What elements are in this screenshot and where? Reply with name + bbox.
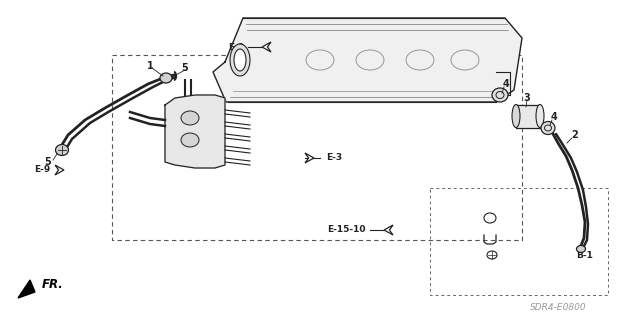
Text: E-3: E-3 (326, 153, 342, 162)
Ellipse shape (492, 88, 508, 102)
Ellipse shape (541, 122, 555, 135)
Ellipse shape (181, 111, 199, 125)
Text: 3: 3 (524, 93, 531, 103)
Ellipse shape (56, 145, 68, 155)
Text: 1: 1 (147, 61, 154, 71)
Polygon shape (305, 153, 314, 163)
Ellipse shape (181, 133, 199, 147)
Ellipse shape (230, 44, 250, 76)
Ellipse shape (536, 105, 544, 128)
Polygon shape (165, 95, 225, 168)
Polygon shape (213, 18, 522, 102)
Text: 5: 5 (45, 157, 51, 167)
Ellipse shape (160, 73, 172, 83)
Polygon shape (262, 42, 271, 52)
Text: SDR4-E0800: SDR4-E0800 (530, 303, 587, 313)
Polygon shape (55, 165, 64, 175)
Text: 2: 2 (572, 130, 579, 140)
Text: 4: 4 (550, 112, 557, 122)
Text: B-1: B-1 (576, 250, 593, 259)
Ellipse shape (512, 105, 520, 128)
Polygon shape (516, 105, 540, 128)
Text: FR.: FR. (42, 278, 64, 292)
Text: E-9: E-9 (34, 166, 50, 174)
Polygon shape (384, 225, 393, 235)
Text: E-9: E-9 (228, 42, 244, 51)
Text: E-15-10: E-15-10 (328, 226, 366, 234)
Ellipse shape (234, 49, 246, 71)
Text: 4: 4 (502, 79, 509, 89)
Text: 5: 5 (182, 63, 188, 73)
Ellipse shape (577, 246, 586, 253)
Polygon shape (18, 280, 35, 298)
